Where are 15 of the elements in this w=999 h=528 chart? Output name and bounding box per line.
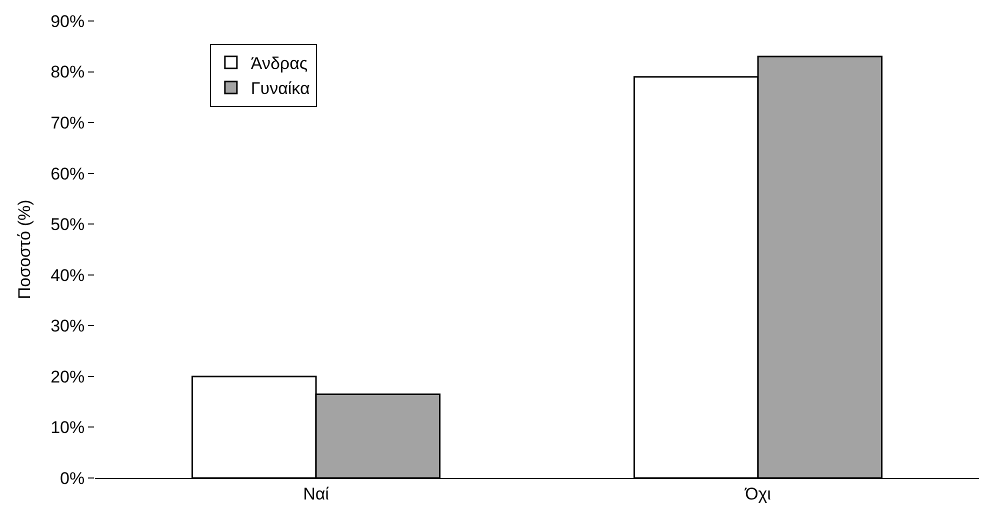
legend-label: Γυναίκα <box>250 79 310 98</box>
legend-label: Άνδρας <box>250 54 308 74</box>
y-tick-label: 70% <box>50 114 85 133</box>
y-tick-label: 0% <box>60 468 85 488</box>
y-tick-label: 30% <box>50 316 85 336</box>
y-tick-label: 60% <box>50 164 85 184</box>
y-tick-label: 40% <box>50 266 85 285</box>
y-tick-label: 80% <box>50 62 85 82</box>
y-tick-label: 10% <box>50 418 85 438</box>
y-tick-label: 50% <box>50 215 85 234</box>
x-tick-label: Όχι <box>744 484 772 504</box>
x-tick-label: Ναί <box>303 484 330 504</box>
y-axis-title: Ποσοστό (%) <box>15 200 34 300</box>
y-tick-label: 20% <box>50 367 85 386</box>
y-tick-label: 90% <box>50 12 85 31</box>
